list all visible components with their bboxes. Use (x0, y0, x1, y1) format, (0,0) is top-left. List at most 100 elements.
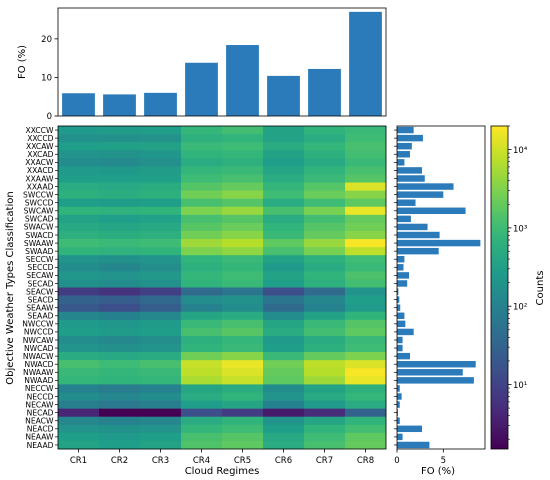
heatmap-cell (263, 255, 305, 264)
heatmap-cell (222, 247, 264, 256)
heatmap-cell (140, 198, 182, 208)
side-xtick-label: 0 (394, 456, 399, 466)
heatmap-cell (181, 263, 223, 272)
heatmap-cell (181, 230, 223, 240)
heatmap-cell (304, 360, 346, 369)
counts-heatmap: CR1 CR2 CR3 CR4 CR5 CR6 CR7 CR8 XXCCWXXCCDXXCAW… (5, 125, 387, 477)
heatmap-cell (140, 335, 182, 345)
heatmap-cell (140, 352, 182, 361)
heatmap-cell (58, 319, 100, 329)
heatmap-cell (99, 352, 141, 361)
heatmap-cell (222, 271, 264, 280)
heatmap-cell (345, 271, 387, 280)
heatmap-cell (222, 384, 264, 393)
heatmap-xticks: CR1 CR2 CR3 CR4 CR5 CR6 CR7 CR8 (70, 449, 374, 466)
heatmap-ytick-label: NWCCW (22, 320, 54, 329)
heatmap-cell (304, 134, 346, 143)
heatmap-cell (222, 222, 264, 232)
side-bar-seccd (397, 264, 404, 271)
heatmap-cell (140, 222, 182, 232)
heatmap-cell (58, 206, 100, 216)
heatmap-cell (304, 432, 346, 442)
heatmap-cell (99, 247, 141, 256)
heatmap-cell (304, 344, 346, 353)
heatmap-cell (181, 239, 223, 248)
heatmap-cell (345, 263, 387, 272)
heatmap-xtick-label: CR1 (70, 456, 87, 466)
heatmap-cell (58, 424, 100, 434)
heatmap-cell (58, 255, 100, 264)
side-bar-nwaad (397, 377, 474, 384)
heatmap-cell (345, 247, 387, 256)
top-ylabel: FO (%) (17, 45, 28, 79)
heatmap-cell (58, 352, 100, 361)
heatmap-ytick-label: NWAAD (24, 376, 53, 385)
heatmap-cell (99, 416, 141, 426)
heatmap-ytick-label: NEACD (27, 425, 54, 434)
heatmap-cell (345, 182, 387, 191)
heatmap-cell (263, 303, 305, 313)
side-bar-seaaw (397, 304, 401, 311)
heatmap-cell (345, 174, 387, 183)
heatmap-cell (99, 182, 141, 191)
heatmap-cell (181, 368, 223, 377)
heatmap-cell (345, 432, 387, 442)
heatmap-cell (99, 335, 141, 345)
heatmap-cell (222, 440, 264, 450)
heatmap-ytick-label: NECCW (25, 384, 54, 393)
heatmap-cell (181, 303, 223, 313)
heatmap-cell (304, 384, 346, 393)
side-bar-neacd (397, 425, 423, 433)
heatmap-ytick-label: SECCD (27, 263, 53, 272)
heatmap-cell (99, 311, 141, 321)
heatmap-cell (58, 311, 100, 321)
heatmap-cell (263, 126, 305, 135)
heatmap-cell (58, 295, 100, 304)
heatmap-cell (58, 239, 100, 248)
heatmap-cell (99, 166, 141, 175)
top-yticks: 0 10 20 (41, 35, 58, 122)
heatmap-cell (58, 408, 100, 417)
heatmap-cell (140, 416, 182, 426)
heatmap-cell (58, 190, 100, 199)
heatmap-cell (140, 432, 182, 442)
heatmap-cell (345, 344, 387, 353)
heatmap-cell (140, 214, 182, 224)
heatmap-cell (140, 368, 182, 377)
heatmap-cell (345, 150, 387, 159)
heatmap-cell (181, 150, 223, 159)
heatmap-yticks: XXCCWXXCCDXXCAWXXCADXXACWXXACDXXAAWXXAAD… (22, 126, 58, 450)
heatmap-cell (99, 158, 141, 167)
heatmap-cell (345, 424, 387, 434)
heatmap-cell (58, 344, 100, 353)
heatmap-ytick-label: NECAW (25, 400, 54, 409)
heatmap-cell (263, 368, 305, 377)
heatmap-ytick-label: NWCCD (24, 328, 54, 337)
side-bar-nwacw (397, 352, 410, 360)
colorbar-tick-label: 10³ (513, 224, 527, 234)
top-ytick-label: 10 (41, 73, 52, 83)
heatmap-cell (222, 303, 264, 313)
heatmap-cell (345, 311, 387, 321)
heatmap-cell (181, 174, 223, 183)
heatmap-cell (263, 150, 305, 159)
side-bar-swaad (397, 247, 439, 255)
heatmap-cell (58, 166, 100, 175)
heatmap-cell (181, 400, 223, 409)
heatmap-ytick-label: XXCCD (27, 134, 53, 143)
heatmap-cell (140, 279, 182, 288)
heatmap-cell (345, 198, 387, 208)
top-bar-cr4 (185, 62, 218, 116)
side-bar-swacd (397, 231, 440, 239)
side-bar-swccd (397, 199, 416, 206)
heatmap-cell (345, 384, 387, 393)
heatmap-cell (140, 408, 182, 417)
side-bar-nwcaw (397, 336, 403, 344)
heatmap-ytick-label: SWAAW (24, 239, 54, 248)
heatmap-cell (304, 416, 346, 426)
top-bar-cr8 (349, 11, 382, 117)
heatmap-cell (140, 255, 182, 264)
heatmap-cell (181, 327, 223, 337)
heatmap-cell (345, 222, 387, 232)
heatmap-cell (222, 126, 264, 135)
